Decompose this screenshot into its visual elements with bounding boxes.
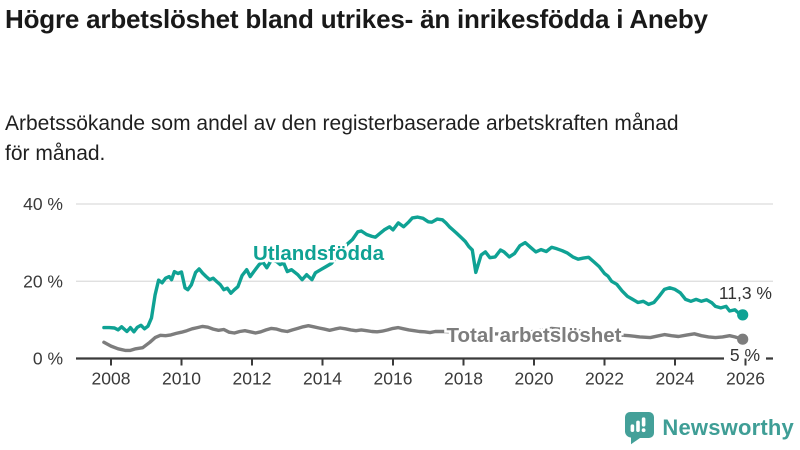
series-label-utlandsfodda: Utlandsfödda <box>253 242 385 265</box>
brand-name: Newsworthy <box>662 415 794 440</box>
bar-chart-exclamation-badge-icon <box>625 412 655 445</box>
x-tick-label: 2010 <box>162 369 201 389</box>
page-title: Högre arbetslöshet bland utrikes- än inr… <box>5 4 708 34</box>
x-tick-label: 2026 <box>726 369 765 389</box>
x-tick-label: 2012 <box>233 369 272 389</box>
x-tick-label: 2020 <box>515 369 554 389</box>
series-label-total: Total arbetslöshet <box>446 324 621 347</box>
y-tick-label: 40 % <box>23 194 63 214</box>
newsworthy-logo: Newsworthy <box>623 411 794 445</box>
x-tick-label: 2016 <box>374 369 413 389</box>
x-tick-label: 2014 <box>303 369 342 389</box>
end-dot-utlandsfodda <box>737 309 749 321</box>
line-utlandsfodda <box>102 215 745 334</box>
x-tick-label: 2008 <box>92 369 131 389</box>
line-total-arbetsloshet <box>102 324 745 353</box>
value-label-utlandsfodda: 11,3 % <box>719 283 772 303</box>
y-tick-label: 0 % <box>33 349 63 369</box>
x-tick-label: 2024 <box>656 369 695 389</box>
x-tick-label: 2018 <box>444 369 483 389</box>
y-tick-label: 20 % <box>23 271 63 291</box>
x-tick-label: 2022 <box>585 369 624 389</box>
chart-subtitle: Arbetssökande som andel av den registerb… <box>5 112 679 165</box>
end-dot-total <box>737 333 749 345</box>
value-label-backing <box>724 347 766 363</box>
value-label-total: 5 % <box>730 345 760 365</box>
